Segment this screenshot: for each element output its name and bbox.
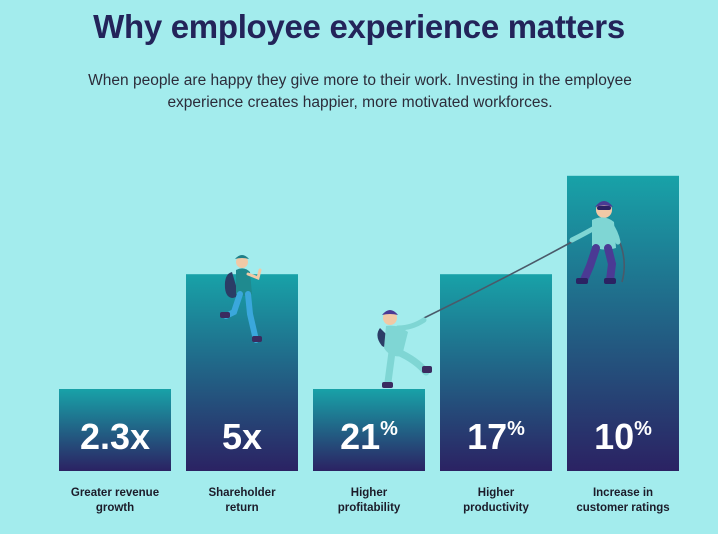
page-title: Why employee experience matters <box>93 8 625 45</box>
bar-value-0: 2.3x <box>80 416 150 457</box>
bar-value-number-4: 10 <box>594 416 634 457</box>
category-label-4-line-0: Increase in <box>593 487 653 499</box>
bar-4 <box>567 175 679 472</box>
page-subtitle: When people are happy they give more to … <box>60 70 660 114</box>
category-label-2-line-1: profitability <box>338 502 401 514</box>
subtitle-line-1: When people are happy they give more to … <box>88 72 632 89</box>
subtitle-line-2: experience creates happier, more motivat… <box>167 94 553 111</box>
category-labels-group: Greater revenue growth Shareholder return Hi… <box>71 487 670 514</box>
category-label-1-line-1: return <box>225 502 258 514</box>
climber-on-rope-icon <box>377 310 432 388</box>
hiker-icon <box>220 255 262 343</box>
climber-pulling-icon <box>569 201 621 284</box>
bar-value-number-0: 2.3x <box>80 416 150 457</box>
bar-0 <box>59 389 171 471</box>
bar-value-number-3: 17 <box>467 416 507 457</box>
bar-3 <box>440 274 552 471</box>
category-label-2-line-0: Higher <box>351 487 388 499</box>
category-label-0-line-0: Greater revenue <box>71 487 159 499</box>
bar-1 <box>186 274 298 471</box>
bar-value-suffix-4: % <box>634 418 652 440</box>
category-label-1-line-0: Shareholder <box>208 487 276 499</box>
bar-value-2: 21% <box>340 416 398 457</box>
category-label-0-line-1: growth <box>96 502 134 514</box>
bar-value-1: 5x <box>222 416 262 457</box>
category-label-3-line-1: productivity <box>463 502 529 514</box>
bar-value-suffix-3: % <box>507 418 525 440</box>
category-label-4-line-1: customer ratings <box>576 502 669 514</box>
bar-value-4: 10% <box>594 416 652 457</box>
bars-group: 2.3x 5x 21% 17% 10% <box>59 175 679 472</box>
bar-2 <box>313 389 425 471</box>
category-label-3-line-0: Higher <box>478 487 515 499</box>
bar-value-3: 17% <box>467 416 525 457</box>
bar-value-number-2: 21 <box>340 416 380 457</box>
bar-value-suffix-2: % <box>380 418 398 440</box>
bar-value-number-1: 5x <box>222 416 262 457</box>
